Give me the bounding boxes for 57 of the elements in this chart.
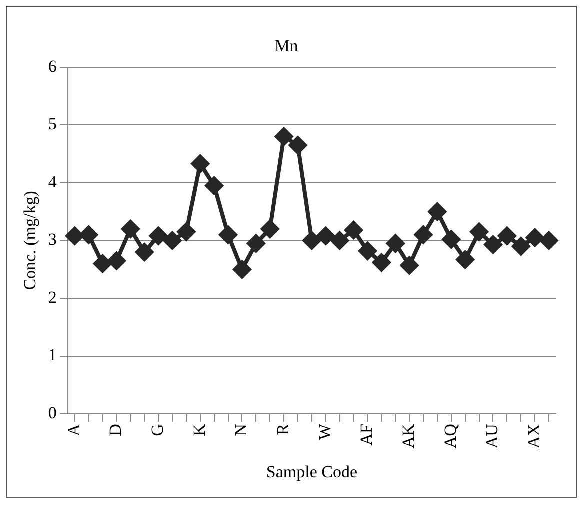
x-tick-label: N [232,424,251,436]
x-axis-title: Sample Code [266,462,358,482]
y-tick-label: 3 [48,230,57,250]
point [108,252,126,270]
point [428,202,446,221]
y-tick-label: 4 [48,172,58,192]
point [122,220,140,238]
point [191,154,210,173]
x-tick-label: G [148,424,168,436]
chart-title: Mn [274,36,299,56]
x-tick-label: AQ [440,424,460,449]
point [386,234,405,253]
point [289,136,308,154]
x-tick-label: R [274,423,293,436]
y-axis-title: Conc. (mg/kg) [20,191,40,290]
x-tick-label: K [190,423,209,436]
point [247,234,266,253]
point [177,223,196,242]
point [219,226,238,244]
point [163,232,182,250]
point [66,227,84,246]
y-tick-label: 6 [48,56,57,76]
point [344,221,363,240]
point [80,226,98,244]
x-tick-label: D [106,424,126,436]
point [498,227,516,246]
y-tick-label: 2 [48,288,57,307]
point [275,128,294,146]
x-tick-label: W [315,423,334,440]
point [400,256,419,275]
point [316,227,335,246]
point [372,254,391,272]
point [512,238,530,256]
x-tick-label: AU [482,424,502,449]
point [442,230,460,249]
x-tick-label: AX [524,424,544,449]
point [302,232,321,250]
x-tick-label: A [64,423,84,436]
point [233,260,252,279]
point [261,220,280,238]
point [456,250,474,269]
x-tick-label: AK [399,423,418,449]
point [205,176,224,195]
y-tick-label: 1 [48,346,57,365]
x-tick-label: AF [357,424,376,446]
y-tick-label: 0 [48,404,57,423]
point [150,227,168,246]
point [136,243,154,262]
point [414,226,433,244]
y-tick-label: 5 [48,114,57,134]
point [330,232,349,250]
point [540,232,558,250]
point [358,242,377,260]
point [470,223,488,242]
point [94,254,112,273]
point [484,236,502,254]
point [526,228,544,247]
